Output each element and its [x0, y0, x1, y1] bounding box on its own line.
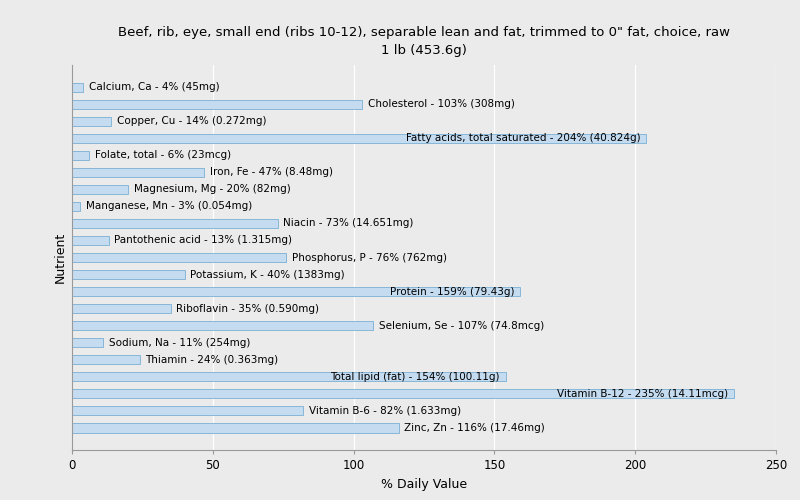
Bar [72, 168, 204, 177]
Text: Copper, Cu - 14% (0.272mg): Copper, Cu - 14% (0.272mg) [117, 116, 266, 126]
Text: Selenium, Se - 107% (74.8mcg): Selenium, Se - 107% (74.8mcg) [379, 320, 544, 330]
Bar [72, 287, 520, 296]
Y-axis label: Nutrient: Nutrient [54, 232, 66, 283]
Bar [72, 372, 506, 382]
Bar [72, 253, 286, 262]
Text: Phosphorus, P - 76% (762mg): Phosphorus, P - 76% (762mg) [292, 252, 446, 262]
Bar [72, 406, 303, 415]
Bar [72, 184, 128, 194]
Text: Fatty acids, total saturated - 204% (40.824g): Fatty acids, total saturated - 204% (40.… [406, 134, 641, 143]
Text: Potassium, K - 40% (1383mg): Potassium, K - 40% (1383mg) [190, 270, 345, 280]
Bar [72, 150, 89, 160]
X-axis label: % Daily Value: % Daily Value [381, 478, 467, 490]
Bar [72, 100, 362, 109]
Bar [72, 338, 103, 347]
Bar [72, 134, 646, 143]
Text: Protein - 159% (79.43g): Protein - 159% (79.43g) [390, 286, 514, 296]
Bar [72, 202, 81, 211]
Text: Folate, total - 6% (23mcg): Folate, total - 6% (23mcg) [94, 150, 230, 160]
Text: Sodium, Na - 11% (254mg): Sodium, Na - 11% (254mg) [109, 338, 250, 347]
Text: Vitamin B-12 - 235% (14.11mcg): Vitamin B-12 - 235% (14.11mcg) [557, 389, 728, 399]
Title: Beef, rib, eye, small end (ribs 10-12), separable lean and fat, trimmed to 0" fa: Beef, rib, eye, small end (ribs 10-12), … [118, 26, 730, 57]
Text: Cholesterol - 103% (308mg): Cholesterol - 103% (308mg) [368, 99, 514, 109]
Text: Pantothenic acid - 13% (1.315mg): Pantothenic acid - 13% (1.315mg) [114, 236, 292, 246]
Bar [72, 236, 109, 245]
Bar [72, 355, 139, 364]
Bar [72, 423, 398, 432]
Text: Vitamin B-6 - 82% (1.633mg): Vitamin B-6 - 82% (1.633mg) [309, 406, 461, 416]
Bar [72, 219, 278, 228]
Bar [72, 389, 734, 398]
Text: Calcium, Ca - 4% (45mg): Calcium, Ca - 4% (45mg) [89, 82, 219, 92]
Text: Thiamin - 24% (0.363mg): Thiamin - 24% (0.363mg) [146, 354, 278, 364]
Bar [72, 321, 374, 330]
Text: Niacin - 73% (14.651mg): Niacin - 73% (14.651mg) [283, 218, 414, 228]
Bar [72, 116, 111, 126]
Text: Total lipid (fat) - 154% (100.11g): Total lipid (fat) - 154% (100.11g) [330, 372, 500, 382]
Bar [72, 82, 83, 92]
Text: Riboflavin - 35% (0.590mg): Riboflavin - 35% (0.590mg) [176, 304, 319, 314]
Text: Manganese, Mn - 3% (0.054mg): Manganese, Mn - 3% (0.054mg) [86, 202, 252, 211]
Bar [72, 270, 185, 279]
Text: Magnesium, Mg - 20% (82mg): Magnesium, Mg - 20% (82mg) [134, 184, 290, 194]
Bar [72, 304, 170, 314]
Text: Iron, Fe - 47% (8.48mg): Iron, Fe - 47% (8.48mg) [210, 168, 333, 177]
Text: Zinc, Zn - 116% (17.46mg): Zinc, Zn - 116% (17.46mg) [404, 423, 545, 433]
